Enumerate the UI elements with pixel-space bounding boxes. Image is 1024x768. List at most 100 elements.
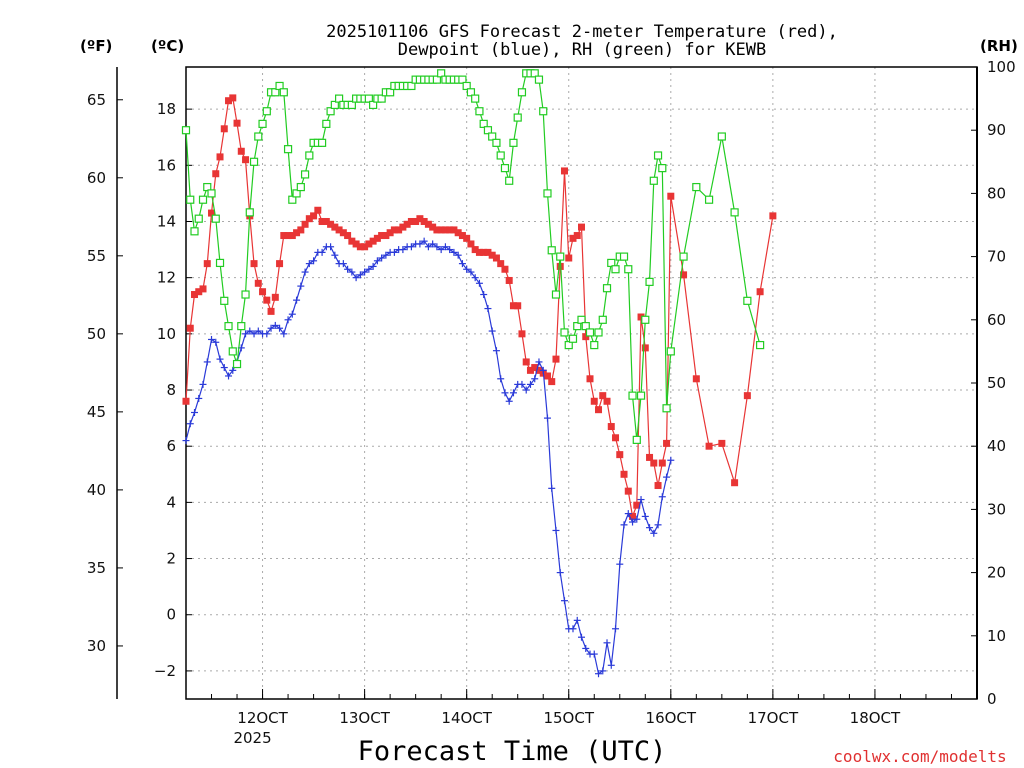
rh-tick-label: 0 bbox=[987, 690, 997, 708]
temperature-point bbox=[501, 265, 509, 273]
temperature-point bbox=[514, 302, 522, 310]
rh-point bbox=[585, 328, 595, 337]
rh-point bbox=[437, 69, 446, 78]
rh-point bbox=[590, 340, 599, 350]
rh-point bbox=[619, 252, 629, 261]
rh-point bbox=[560, 328, 569, 337]
rh-point bbox=[377, 94, 386, 103]
temperature-point bbox=[208, 209, 216, 217]
rh-unit-label: (RH) bbox=[980, 37, 1018, 55]
dewpoint-point bbox=[624, 510, 632, 518]
temperature-point bbox=[620, 470, 628, 478]
temperature-point bbox=[667, 192, 675, 200]
temperature-point bbox=[599, 392, 607, 400]
temperature-point bbox=[263, 296, 271, 304]
temperature-point bbox=[471, 246, 479, 254]
rh-point bbox=[300, 170, 310, 179]
rh-point bbox=[347, 100, 356, 110]
temperature-point bbox=[637, 313, 645, 321]
rh-point bbox=[466, 88, 476, 97]
rh-point bbox=[500, 164, 510, 173]
dewpoint-point bbox=[390, 248, 398, 256]
temperature-point bbox=[229, 94, 237, 102]
temperature-point bbox=[378, 232, 386, 240]
dewpoint-point bbox=[509, 389, 517, 397]
rh-point bbox=[317, 138, 327, 147]
dewpoint-point bbox=[492, 347, 500, 355]
dewpoint-point bbox=[599, 667, 607, 675]
temperature-point bbox=[633, 501, 641, 509]
celsius-tick-label: 4 bbox=[166, 493, 176, 511]
dewpoint-point bbox=[369, 262, 377, 270]
temperature-point bbox=[212, 170, 220, 178]
temperature-point bbox=[467, 240, 475, 248]
rh-point bbox=[245, 208, 254, 217]
temperature-point bbox=[590, 397, 598, 405]
fahrenheit-tick-label: 60 bbox=[87, 169, 106, 187]
temperature-point bbox=[505, 276, 513, 284]
dewpoint-point bbox=[208, 335, 216, 343]
credit-link[interactable]: coolwx.com/modelts bbox=[833, 747, 1006, 766]
dewpoint-point bbox=[229, 366, 237, 374]
temperature-point bbox=[522, 358, 530, 366]
dewpoint-point bbox=[284, 316, 292, 324]
dewpoint-point bbox=[590, 650, 598, 658]
dewpoint-point bbox=[220, 364, 228, 372]
temperature-point bbox=[386, 229, 394, 237]
dewpoint-point bbox=[497, 375, 505, 383]
x-tick-label: 13OCT bbox=[339, 709, 390, 727]
temperature-point bbox=[654, 482, 662, 490]
dewpoint-point bbox=[641, 512, 649, 520]
axes: −2 0 2 4 6 8 10 12 14 16 18 30 35 40 45 50 55 60 65 0 10 20 30… bbox=[87, 58, 1016, 747]
celsius-tick-label: 6 bbox=[166, 437, 176, 455]
dewpoint-point bbox=[573, 616, 581, 624]
fahrenheit-tick-label: 30 bbox=[87, 637, 106, 655]
rh-point bbox=[492, 138, 501, 147]
temperature-point bbox=[288, 232, 296, 240]
fahrenheit-unit-label: (ºF) bbox=[80, 37, 112, 55]
rh-point bbox=[305, 151, 314, 160]
temperature-point bbox=[658, 459, 666, 467]
dewpoint-point bbox=[658, 493, 666, 501]
temperature-point bbox=[692, 375, 700, 383]
rh-point bbox=[551, 290, 561, 299]
x-tick-label: 18OCT bbox=[850, 709, 901, 727]
rh-point bbox=[203, 182, 212, 192]
temperature-point bbox=[624, 487, 632, 495]
x-tick-label: 12OCT bbox=[237, 709, 288, 727]
dewpoint-point bbox=[212, 338, 220, 346]
rh-point bbox=[241, 290, 250, 299]
rh-tick-label: 100 bbox=[987, 58, 1016, 76]
dewpoint-point bbox=[225, 372, 233, 380]
temperature-point bbox=[641, 344, 649, 352]
temperature-point bbox=[382, 232, 390, 240]
temperature-point bbox=[650, 459, 658, 467]
temperature-point bbox=[259, 288, 267, 296]
dewpoint-point bbox=[301, 268, 309, 276]
temperature-point bbox=[199, 285, 207, 293]
temperature-point bbox=[543, 372, 551, 380]
rh-point bbox=[756, 340, 765, 350]
dewpoint-point bbox=[480, 291, 488, 299]
rh-point bbox=[679, 252, 688, 261]
rh-point bbox=[577, 315, 586, 324]
dewpoint-point bbox=[454, 251, 462, 259]
dewpoint-point bbox=[458, 260, 466, 268]
temperature-point bbox=[646, 453, 654, 461]
temperature-point bbox=[488, 251, 496, 259]
temperature-point bbox=[356, 243, 364, 251]
temperature-point bbox=[305, 215, 313, 223]
celsius-tick-label: 14 bbox=[157, 212, 176, 230]
dewpoint-point bbox=[216, 355, 224, 363]
rh-point bbox=[662, 404, 671, 413]
temperature-point bbox=[718, 439, 726, 447]
rh-point bbox=[547, 246, 556, 255]
dewpoint-point bbox=[203, 358, 211, 366]
dewpoint-point bbox=[373, 257, 381, 265]
rh-point bbox=[271, 88, 280, 97]
dewpoint-point bbox=[616, 560, 624, 568]
fahrenheit-tick-label: 45 bbox=[87, 403, 106, 421]
dewpoint-point bbox=[595, 670, 603, 678]
dewpoint-point bbox=[267, 324, 275, 332]
temperature-point bbox=[578, 223, 585, 231]
